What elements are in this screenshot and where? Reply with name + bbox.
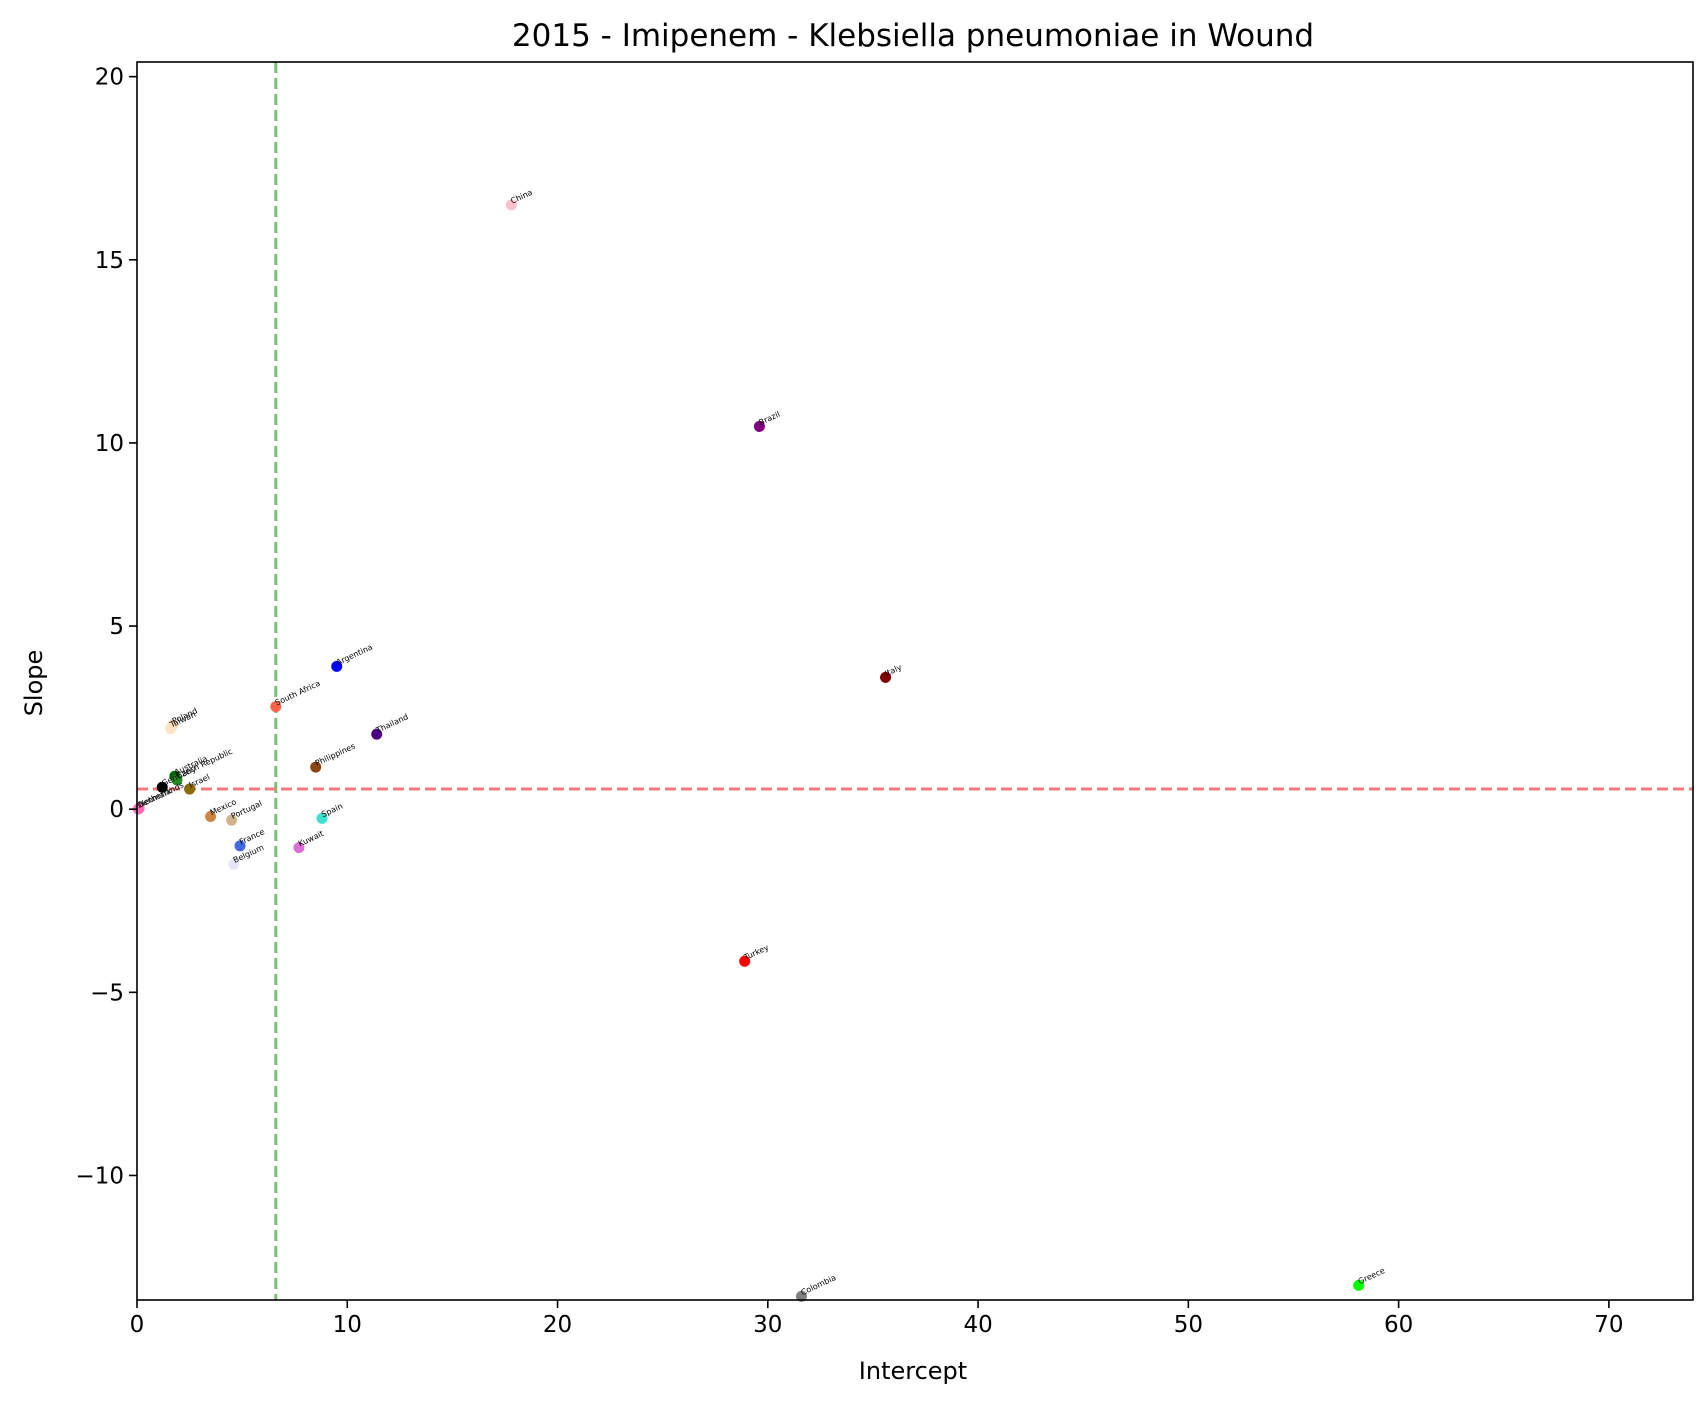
data-point — [205, 811, 217, 823]
data-point — [371, 728, 383, 740]
data-point — [165, 723, 177, 735]
data-point — [184, 783, 196, 795]
x-axis-ticks: 0 10 20 30 40 50 60 70 — [130, 1300, 1624, 1338]
data-point — [228, 858, 240, 870]
x-tick-label: 0 — [130, 1312, 145, 1338]
y-tick-label: −5 — [90, 980, 124, 1006]
data-point — [331, 660, 343, 672]
data-point — [753, 420, 765, 432]
y-tick-label: 15 — [95, 248, 124, 274]
data-point — [505, 199, 517, 211]
x-tick-label: 40 — [963, 1312, 992, 1338]
data-point — [156, 781, 168, 793]
x-tick-label: 30 — [753, 1312, 782, 1338]
y-tick-label: 0 — [109, 797, 124, 823]
x-tick-label: 20 — [543, 1312, 572, 1338]
y-tick-label: 20 — [95, 65, 124, 91]
y-tick-label: 10 — [95, 431, 124, 457]
chart-title: 2015 - Imipenem - Klebsiella pneumoniae … — [512, 18, 1314, 54]
reference-lines — [137, 62, 1693, 1300]
y-axis-ticks: −10 −5 0 5 10 15 20 — [75, 65, 137, 1189]
data-point — [270, 701, 282, 713]
data-points — [132, 199, 1365, 1302]
x-tick-label: 60 — [1384, 1312, 1413, 1338]
data-point — [880, 671, 892, 683]
data-point — [310, 761, 322, 773]
x-axis-label: Intercept — [859, 1357, 967, 1385]
data-point — [739, 955, 751, 967]
y-tick-label: 5 — [109, 614, 124, 640]
data-point — [1353, 1279, 1365, 1291]
plot-frame — [136, 61, 1694, 1301]
x-tick-label: 70 — [1594, 1312, 1623, 1338]
y-axis-label: Slope — [20, 650, 48, 717]
data-point — [226, 814, 238, 826]
data-point — [293, 842, 305, 854]
y-tick-label: −10 — [75, 1163, 124, 1189]
data-point — [171, 774, 183, 786]
x-tick-label: 10 — [333, 1312, 362, 1338]
data-point — [316, 812, 328, 824]
x-tick-label: 50 — [1174, 1312, 1203, 1338]
data-point — [795, 1290, 807, 1302]
data-point — [234, 840, 246, 852]
